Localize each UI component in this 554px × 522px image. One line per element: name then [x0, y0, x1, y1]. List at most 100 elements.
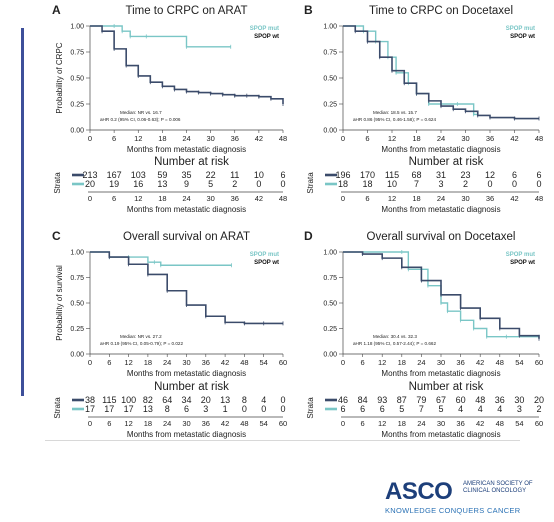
risk-value: 8 — [165, 404, 170, 414]
risk-value: 20 — [534, 395, 544, 405]
risk-value: 115 — [385, 170, 399, 180]
risk-title: Number at risk — [409, 156, 484, 168]
risk-strata-label: Strata — [306, 172, 315, 194]
risk-x-tick-label: 18 — [158, 194, 166, 203]
risk-x-tick-label: 0 — [341, 419, 345, 428]
risk-value: 2 — [232, 179, 237, 189]
risk-x-tick-label: 36 — [231, 194, 239, 203]
risk-value: 48 — [475, 395, 485, 405]
risk-value: 59 — [157, 170, 167, 180]
risk-value: 0 — [512, 179, 517, 189]
risk-value: 6 — [280, 170, 285, 180]
panel-a: A Time to CRPC on ARAT Probability of CRPC… — [52, 3, 287, 214]
risk-value: 13 — [220, 395, 230, 405]
risk-x-tick-label: 12 — [124, 419, 132, 428]
risk-x-tick-label: 0 — [88, 194, 92, 203]
risk-x-tick-label: 42 — [510, 194, 518, 203]
risk-value: 3 — [438, 179, 443, 189]
risk-value: 84 — [358, 395, 368, 405]
x-axis-label: Months from metastatic diagnosis — [127, 369, 246, 378]
risk-x-tick-label: 0 — [88, 419, 92, 428]
annotation-hr: aHR 1.18 (95% CI, 0.57-2.44); P = 0.662 — [353, 341, 436, 346]
x-axis-label: Months from metastatic diagnosis — [127, 145, 246, 154]
x-tick-label: 36 — [202, 358, 210, 367]
risk-x-tick-label: 18 — [144, 419, 152, 428]
legend-wt: SPOP wt — [254, 34, 279, 40]
risk-value: 12 — [485, 170, 495, 180]
y-tick-label: 0.75 — [70, 275, 84, 282]
risk-x-axis-label: Months from metastatic diagnosis — [127, 430, 246, 439]
asco-tagline: KNOWLEDGE CONQUERS CANCER — [385, 506, 521, 515]
annotation-median: Median: 30.4 vs. 32.3 — [373, 334, 417, 339]
km-figure: A Time to CRPC on ARAT Probability of CRPC… — [52, 3, 544, 439]
risk-value: 6 — [340, 404, 345, 414]
risk-value: 93 — [377, 395, 387, 405]
x-tick-label: 6 — [107, 358, 111, 367]
x-tick-label: 6 — [365, 134, 369, 143]
risk-value: 2 — [536, 404, 541, 414]
annotation-median: Median: 18.5 vs. 15.7 — [373, 110, 417, 115]
risk-value: 64 — [162, 395, 172, 405]
risk-value: 3 — [203, 404, 208, 414]
risk-x-axis-label: Months from metastatic diagnosis — [127, 205, 246, 214]
y-tick-label: 0.00 — [70, 128, 84, 135]
annotation-median: Median: NR vs. 16.7 — [120, 110, 162, 115]
risk-value: 18 — [338, 179, 348, 189]
risk-value: 19 — [109, 179, 119, 189]
risk-value: 79 — [416, 395, 426, 405]
risk-value: 5 — [438, 404, 443, 414]
risk-value: 13 — [143, 404, 153, 414]
panel-letter: D — [304, 229, 313, 243]
x-tick-label: 30 — [461, 134, 469, 143]
risk-value: 7 — [419, 404, 424, 414]
x-tick-label: 0 — [88, 358, 92, 367]
km-curve-wt — [343, 25, 539, 120]
risk-value: 4 — [478, 404, 483, 414]
y-tick-label: 1.00 — [70, 24, 84, 31]
x-tick-label: 60 — [535, 358, 543, 367]
annotation-median: Median: NR vs. 27.2 — [120, 334, 162, 339]
risk-value: 170 — [360, 170, 375, 180]
risk-value: 0 — [536, 179, 541, 189]
risk-value: 18 — [362, 179, 372, 189]
x-tick-label: 48 — [240, 358, 248, 367]
risk-x-tick-label: 24 — [163, 419, 171, 428]
x-axis-label: Months from metastatic diagnosis — [381, 369, 500, 378]
x-tick-label: 0 — [341, 134, 345, 143]
y-tick-label: 0.75 — [323, 275, 337, 282]
risk-x-tick-label: 54 — [515, 419, 523, 428]
risk-value: 38 — [85, 395, 95, 405]
annotation-hr: aHR 0.86 (95% CI, 0.46-1.58); P = 0.624 — [353, 117, 436, 122]
risk-value: 36 — [495, 395, 505, 405]
annotation-hr: aHR 0.2 (95% CI, 0.06-0.63); P = 0.006 — [100, 117, 181, 122]
y-tick-label: 0.25 — [323, 102, 337, 109]
panel-letter: A — [52, 3, 61, 17]
risk-x-tick-label: 30 — [206, 194, 214, 203]
risk-value: 31 — [436, 170, 446, 180]
x-tick-label: 60 — [279, 358, 287, 367]
y-tick-label: 0.25 — [70, 326, 84, 333]
x-axis-label: Months from metastatic diagnosis — [381, 145, 500, 154]
legend-mut: SPOP mut — [250, 26, 279, 32]
risk-title: Number at risk — [154, 156, 229, 168]
x-tick-label: 54 — [515, 358, 523, 367]
y-axis-label: Probability of survival — [55, 265, 64, 341]
risk-value: 10 — [254, 170, 264, 180]
x-tick-label: 18 — [158, 134, 166, 143]
y-tick-label: 0.00 — [323, 128, 337, 135]
risk-x-tick-label: 42 — [255, 194, 263, 203]
x-tick-label: 6 — [361, 358, 365, 367]
risk-x-tick-label: 48 — [240, 419, 248, 428]
x-tick-label: 18 — [144, 358, 152, 367]
risk-x-axis-label: Months from metastatic diagnosis — [381, 430, 500, 439]
risk-value: 23 — [460, 170, 470, 180]
risk-value: 13 — [157, 179, 167, 189]
x-tick-label: 0 — [341, 358, 345, 367]
legend-mut: SPOP mut — [506, 252, 535, 258]
asco-org-name: AMERICAN SOCIETY OF CLINICAL ONCOLOGY — [463, 481, 553, 495]
risk-value: 82 — [143, 395, 153, 405]
panel-c: C Overall survival on ARAT Probability of … — [52, 229, 287, 439]
risk-x-tick-label: 24 — [182, 194, 190, 203]
risk-value: 22 — [206, 170, 216, 180]
risk-value: 68 — [411, 170, 421, 180]
